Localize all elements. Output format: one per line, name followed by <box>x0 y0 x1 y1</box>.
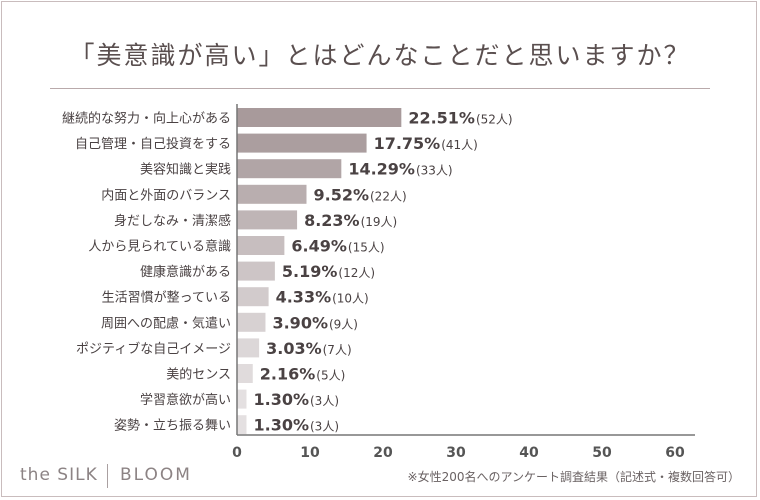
chart-title: 「美意識が高い」とはどんなことだと思いますか？ <box>69 41 691 70</box>
bar-6 <box>237 261 275 281</box>
category-label: 周囲への配慮・気遣い <box>101 315 231 331</box>
count-label: (12人) <box>338 266 375 280</box>
brand-logo-bloom: BLOOM <box>120 465 192 485</box>
value-label: 6.49% <box>291 237 347 256</box>
value-label: 9.52% <box>313 185 369 204</box>
value-label: 1.30% <box>253 390 309 409</box>
data-label: 17.75%(41人) <box>374 134 478 153</box>
brand-logo-the-silk: the SILK <box>20 465 98 485</box>
count-label: (10人) <box>332 292 369 306</box>
value-label: 1.30% <box>253 416 309 435</box>
count-label: (3人) <box>310 420 339 434</box>
x-tick-label: 0 <box>232 445 242 461</box>
count-label: (22人) <box>370 189 407 203</box>
bar-1 <box>237 133 367 153</box>
category-label: 姿勢・立ち振る舞い <box>114 418 231 434</box>
data-label: 4.33%(10人) <box>276 288 369 307</box>
value-label: 2.16% <box>260 365 316 384</box>
category-label: 美的センス <box>166 367 231 383</box>
bar-5 <box>237 236 285 255</box>
value-label: 17.75% <box>374 134 441 153</box>
count-label: (19人) <box>361 215 398 229</box>
category-label: 継続的な努力・向上心がある <box>62 111 231 127</box>
brand-separator <box>107 464 108 488</box>
data-label: 1.30%(3人) <box>253 390 339 409</box>
value-label: 14.29% <box>348 160 415 179</box>
bar-2 <box>237 159 342 179</box>
bar-9 <box>237 338 260 358</box>
category-label: 生活習慣が整っている <box>102 290 231 306</box>
data-label: 2.16%(5人) <box>260 365 346 384</box>
category-label: 身だしなみ・清潔感 <box>114 213 231 229</box>
data-label: 3.03%(7人) <box>266 339 352 358</box>
bar-0 <box>237 108 402 127</box>
data-label: 5.19%(12人) <box>282 262 375 281</box>
x-tick-label: 10 <box>300 445 320 461</box>
category-label: ポジティブな自己イメージ <box>76 341 231 357</box>
category-label: 人から見られている意識 <box>88 239 231 255</box>
count-label: (3人) <box>310 394 339 408</box>
data-label: 14.29%(33人) <box>348 160 452 179</box>
count-label: (41人) <box>441 138 478 152</box>
category-label: 学習意欲が高い <box>140 392 231 408</box>
count-label: (52人) <box>476 113 513 127</box>
value-label: 4.33% <box>276 288 332 307</box>
data-label: 6.49%(15人) <box>291 237 384 256</box>
data-label: 9.52%(22人) <box>313 185 406 204</box>
x-tick-label: 20 <box>373 445 393 461</box>
count-label: (5人) <box>316 369 345 383</box>
data-label: 3.90%(9人) <box>272 313 358 332</box>
data-label: 1.30%(3人) <box>253 416 339 435</box>
bar-8 <box>237 312 266 332</box>
x-tick-label: 30 <box>446 445 466 461</box>
value-label: 5.19% <box>282 262 338 281</box>
x-tick-label: 50 <box>592 445 612 461</box>
title-divider <box>50 88 710 89</box>
value-label: 3.90% <box>272 313 328 332</box>
value-label: 8.23% <box>304 211 360 230</box>
survey-note: ※女性200名へのアンケート調査結果（記述式・複数回答可） <box>407 470 740 484</box>
bar-4 <box>237 210 298 230</box>
data-label: 22.51%(52人) <box>408 109 512 128</box>
bar-11 <box>237 389 247 409</box>
value-label: 3.03% <box>266 339 322 358</box>
bar-7 <box>237 287 269 307</box>
category-label: 健康意識がある <box>140 264 231 280</box>
count-label: (15人) <box>348 241 385 255</box>
category-label: 内面と外面のバランス <box>101 187 231 203</box>
value-label: 22.51% <box>408 109 475 128</box>
x-tick-label: 60 <box>665 445 685 461</box>
count-label: (9人) <box>329 317 358 331</box>
count-label: (7人) <box>323 343 352 357</box>
count-label: (33人) <box>416 164 453 178</box>
bar-3 <box>237 184 307 204</box>
bar-12 <box>237 415 247 435</box>
data-label: 8.23%(19人) <box>304 211 397 230</box>
x-tick-label: 40 <box>519 445 539 461</box>
category-label: 美容知識と実践 <box>140 162 231 178</box>
category-label: 自己管理・自己投資をする <box>75 136 231 152</box>
bar-10 <box>237 364 253 383</box>
